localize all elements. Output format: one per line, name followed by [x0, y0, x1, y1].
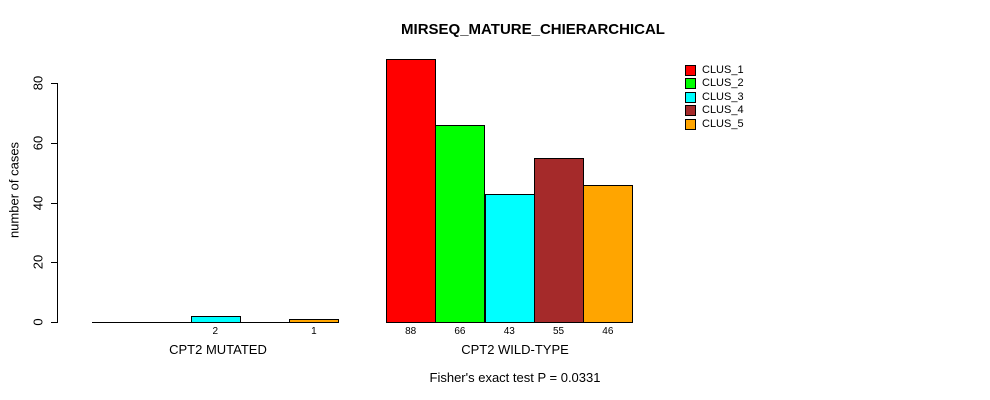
y-tick-mark [51, 202, 57, 204]
legend-swatch-clus_1 [685, 65, 696, 76]
y-tick-mark [51, 262, 57, 264]
legend-swatch-clus_3 [685, 91, 696, 103]
bar-clus_1-group1 [386, 59, 436, 323]
y-tick-mark [51, 322, 57, 323]
y-axis-line [57, 83, 58, 323]
legend-swatch-clus_5 [685, 118, 696, 130]
fisher-test-annotation: Fisher's exact test P = 0.0331 [429, 370, 601, 385]
bar-clus_3-group0 [190, 316, 241, 323]
bar-value-label: 46 [602, 326, 614, 337]
y-tick-label: 40 [30, 195, 46, 210]
y-tick-label: 80 [30, 75, 46, 91]
chart-title: MIRSEQ_MATURE_CHIERARCHICAL [401, 21, 665, 38]
bar-value-label: 55 [552, 326, 565, 337]
bar-clus_4-group1 [533, 158, 584, 323]
legend-label-clus_5: CLUS_5 [702, 117, 744, 130]
legend-label-clus_2: CLUS_2 [702, 77, 744, 90]
y-tick-label: 20 [30, 255, 46, 270]
bar-clus_5-group0 [289, 319, 340, 323]
legend-label-clus_1: CLUS_1 [702, 64, 744, 76]
y-tick-mark [51, 83, 57, 84]
bar-value-label: 43 [503, 326, 515, 337]
bar-value-label: 2 [212, 326, 219, 337]
x-axis-group-label-wildtype: CPT2 WILD-TYPE [461, 342, 569, 357]
bar-value-label: 66 [454, 326, 466, 337]
legend-swatch-clus_4 [685, 105, 696, 117]
x-axis-group-label-mutated: CPT2 MUTATED [169, 342, 267, 357]
legend-swatch-clus_2 [685, 78, 696, 90]
y-axis-label: number of cases [6, 141, 22, 239]
bar-clus_5-group1 [583, 185, 634, 323]
bar-clus_2-group1 [435, 125, 486, 323]
y-tick-label: 60 [30, 135, 46, 150]
y-tick-mark [51, 142, 57, 144]
legend-label-clus_3: CLUS_3 [702, 90, 744, 103]
y-tick-label: 0 [30, 318, 46, 326]
bar-value-label: 88 [405, 326, 417, 337]
bar-clus_3-group1 [484, 194, 535, 323]
bar-value-label: 1 [311, 326, 317, 337]
legend-label-clus_4: CLUS_4 [702, 104, 744, 117]
